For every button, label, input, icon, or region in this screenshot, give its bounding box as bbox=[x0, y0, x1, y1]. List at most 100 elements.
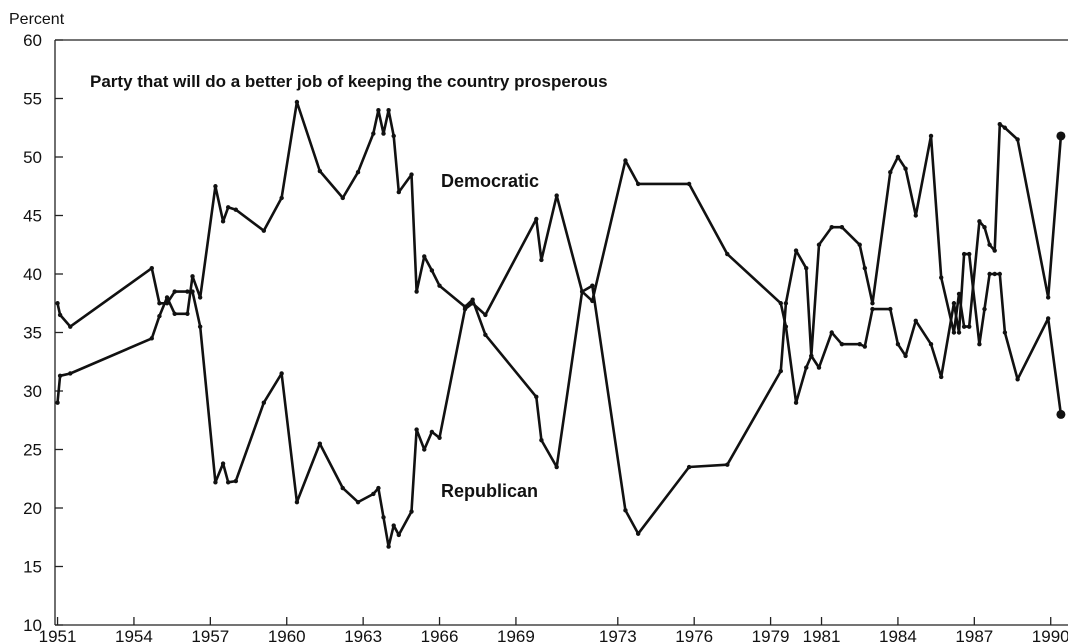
data-point-republican bbox=[816, 242, 822, 247]
y-tick-label: 50 bbox=[23, 148, 42, 167]
data-point-democratic bbox=[483, 332, 488, 338]
data-point-democratic bbox=[987, 271, 992, 277]
data-point-democratic bbox=[185, 311, 190, 316]
data-point-democratic bbox=[804, 265, 809, 271]
data-point-democratic bbox=[939, 374, 944, 380]
data-point-democratic bbox=[213, 184, 218, 189]
data-point-democratic bbox=[470, 297, 475, 302]
data-point-democratic bbox=[371, 131, 376, 136]
data-point-democratic bbox=[686, 464, 692, 470]
data-point-republican bbox=[462, 306, 468, 312]
data-point-democratic bbox=[340, 195, 345, 201]
data-point-republican bbox=[783, 324, 789, 329]
data-point-republican bbox=[261, 400, 267, 405]
data-point-republican bbox=[579, 289, 585, 294]
data-point-republican bbox=[913, 213, 918, 218]
data-point-republican bbox=[992, 248, 997, 253]
data-point-democratic bbox=[857, 342, 862, 347]
data-point-democratic bbox=[1056, 409, 1066, 419]
y-tick-label: 35 bbox=[23, 324, 42, 343]
data-point-republican bbox=[857, 242, 862, 247]
data-point-republican bbox=[928, 133, 934, 139]
data-point-republican bbox=[1002, 125, 1008, 130]
data-point-democratic bbox=[1002, 330, 1008, 335]
data-point-republican bbox=[376, 485, 381, 491]
y-tick-label: 25 bbox=[23, 441, 42, 460]
data-point-democratic bbox=[778, 368, 783, 374]
y-axis-title: Percent bbox=[9, 11, 65, 28]
x-tick-label: 1954 bbox=[115, 627, 153, 643]
data-point-democratic bbox=[539, 437, 544, 443]
data-point-democratic bbox=[997, 271, 1002, 277]
data-point-republican bbox=[279, 371, 284, 376]
data-point-republican bbox=[982, 225, 987, 230]
data-point-republican bbox=[778, 301, 783, 306]
data-point-democratic bbox=[355, 170, 361, 175]
data-point-democratic bbox=[172, 311, 177, 316]
data-point-republican bbox=[197, 324, 203, 329]
data-point-democratic bbox=[992, 271, 997, 277]
data-point-democratic bbox=[437, 283, 442, 288]
data-point-republican bbox=[987, 242, 992, 247]
data-point-republican bbox=[190, 289, 195, 294]
data-point-democratic bbox=[961, 251, 967, 257]
data-point-democratic bbox=[414, 289, 419, 294]
data-point-republican bbox=[386, 544, 391, 549]
data-point-democratic bbox=[895, 342, 901, 347]
data-point-democratic bbox=[903, 353, 908, 359]
data-point-republican bbox=[213, 480, 218, 485]
data-point-republican bbox=[967, 324, 972, 329]
data-point-republican bbox=[294, 499, 300, 505]
data-point-republican bbox=[340, 485, 345, 491]
data-point-republican bbox=[539, 257, 544, 263]
data-point-democratic bbox=[928, 342, 934, 347]
x-tick-label: 1957 bbox=[191, 627, 229, 643]
data-point-republican bbox=[839, 225, 845, 230]
data-point-democratic bbox=[951, 301, 957, 306]
data-point-democratic bbox=[279, 195, 284, 201]
data-point-republican bbox=[977, 219, 982, 224]
data-point-republican bbox=[1056, 131, 1066, 141]
data-point-democratic bbox=[68, 371, 73, 376]
data-point-republican bbox=[870, 301, 875, 306]
data-point-republican bbox=[149, 265, 154, 271]
data-point-republican bbox=[939, 275, 944, 280]
series-layer bbox=[55, 99, 1066, 549]
data-point-democratic bbox=[839, 342, 845, 347]
x-tick-label: 1984 bbox=[879, 627, 917, 643]
data-point-republican bbox=[1015, 137, 1020, 142]
data-point-republican bbox=[429, 429, 435, 435]
data-point-democratic bbox=[422, 254, 427, 259]
data-point-democratic bbox=[554, 464, 559, 470]
y-tick-label: 20 bbox=[23, 499, 42, 518]
data-point-republican bbox=[686, 181, 692, 187]
x-ticks: 1951 1954 1957 1960 1963 1966 1969 1973 1976 1979… bbox=[39, 617, 1068, 643]
data-point-republican bbox=[590, 298, 595, 304]
data-point-democratic bbox=[956, 330, 962, 335]
data-point-republican bbox=[862, 265, 868, 271]
data-point-democratic bbox=[220, 219, 226, 224]
data-point-democratic bbox=[783, 301, 789, 306]
data-point-republican bbox=[57, 312, 63, 318]
x-tick-label: 1963 bbox=[344, 627, 382, 643]
data-point-democratic bbox=[391, 133, 396, 139]
data-point-democratic bbox=[376, 108, 381, 113]
data-point-democratic bbox=[816, 365, 822, 370]
data-point-democratic bbox=[225, 205, 231, 210]
data-point-democratic bbox=[55, 400, 60, 405]
data-point-republican bbox=[1045, 295, 1051, 300]
data-point-democratic bbox=[197, 295, 203, 300]
x-tick-label: 1973 bbox=[599, 627, 637, 643]
data-point-republican bbox=[409, 509, 414, 514]
data-point-democratic bbox=[429, 268, 435, 273]
y-ticks: 10 15 20 25 30 35 40 45 50 55 60 bbox=[23, 31, 63, 635]
data-point-republican bbox=[956, 291, 962, 297]
data-point-democratic bbox=[534, 394, 539, 400]
y-tick-label: 15 bbox=[23, 558, 42, 577]
data-point-democratic bbox=[913, 318, 918, 323]
series-label-republican: Republican bbox=[441, 481, 538, 501]
data-point-democratic bbox=[623, 508, 628, 513]
series-label-democratic: Democratic bbox=[441, 171, 539, 191]
data-point-democratic bbox=[149, 336, 154, 341]
